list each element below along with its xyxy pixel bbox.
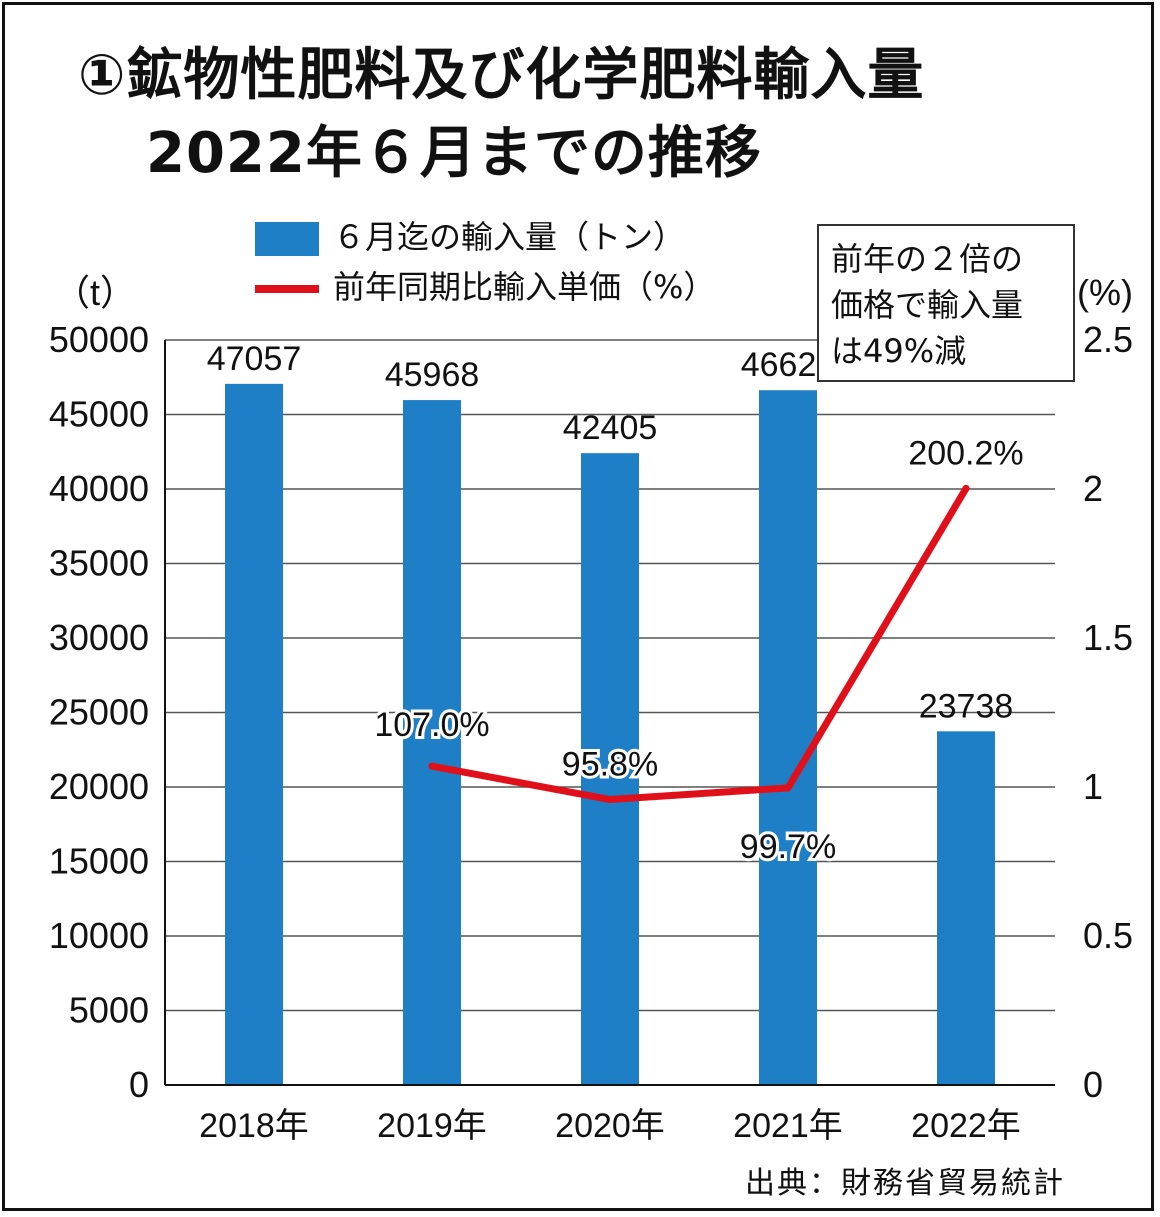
y-left-tick-label: 50000: [49, 319, 149, 360]
line-value-label: 107.0%: [374, 706, 489, 744]
line-point: [784, 784, 792, 792]
legend-line-swatch: [255, 285, 319, 293]
x-tick-label: 2020年: [555, 1107, 665, 1145]
y-left-tick-label: 5000: [69, 990, 149, 1031]
y-left-tick-label: 30000: [49, 617, 149, 658]
y-left-tick-label: 40000: [49, 468, 149, 509]
y-left-unit: （t）: [54, 272, 136, 313]
bar-value-label: 23738: [919, 687, 1014, 725]
y-left-tick-label: 45000: [49, 394, 149, 435]
y-right-tick-label: 1.5: [1083, 617, 1133, 658]
chart-title-line2: 2022年６月までの推移: [146, 121, 762, 186]
x-tick-label: 2018年: [199, 1107, 309, 1145]
bar-value-label: 45968: [385, 356, 480, 394]
y-left-tick-label: 0: [129, 1064, 149, 1105]
y-left-tick-label: 35000: [49, 543, 149, 584]
callout-line-1: 前年の２倍の: [831, 240, 1024, 278]
legend-item-line: 前年同期比輸入単価（%）: [255, 262, 715, 308]
bar-value-label: 42405: [563, 409, 658, 447]
y-left-tick-label: 25000: [49, 692, 149, 733]
y-right-tick-label: 1: [1083, 766, 1103, 807]
bar: [225, 383, 283, 1085]
y-right-tick-label: 2.5: [1083, 319, 1133, 360]
line-point: [606, 796, 614, 804]
line-point: [428, 762, 436, 770]
x-tick-label: 2022年: [911, 1107, 1021, 1145]
y-left-tick-label: 10000: [49, 915, 149, 956]
x-tick-label: 2019年: [377, 1107, 487, 1145]
bar-value-label: 47057: [207, 340, 302, 378]
y-left-tick-label: 20000: [49, 766, 149, 807]
y-right-tick-label: 2: [1083, 468, 1103, 509]
bar: [937, 731, 995, 1085]
legend-bar-swatch: [255, 222, 319, 256]
legend-bar-label: ６月迄の輸入量（トン）: [333, 218, 686, 256]
legend-item-bar: ６月迄の輸入量（トン）: [255, 212, 685, 258]
y-right-unit: (%): [1077, 272, 1133, 313]
line-series: [428, 484, 970, 804]
legend-line-label: 前年同期比輸入単価（%）: [333, 268, 716, 306]
line-value-label: 200.2%: [908, 434, 1023, 472]
bar: [581, 453, 639, 1085]
chart-title-line1: ①鉱物性肥料及び化学肥料輸入量: [78, 43, 925, 108]
bar: [403, 400, 461, 1086]
callout-line-3: は49%減: [831, 332, 967, 370]
y-left-tick-label: 15000: [49, 841, 149, 882]
y-right-tick-label: 0: [1083, 1064, 1103, 1105]
x-tick-label: 2021年: [733, 1107, 843, 1145]
line-point: [962, 484, 970, 492]
callout-box: 前年の２倍の 価格で輸入量 は49%減: [817, 224, 1075, 382]
line-value-label: 95.8%: [562, 746, 658, 784]
callout-line-2: 価格で輸入量: [831, 286, 1024, 324]
bar: [759, 390, 817, 1085]
line-value-label: 99.7%: [740, 828, 836, 866]
y-right-tick-label: 0.5: [1083, 915, 1133, 956]
source-note: 出典：財務省貿易統計: [745, 1166, 1065, 1201]
